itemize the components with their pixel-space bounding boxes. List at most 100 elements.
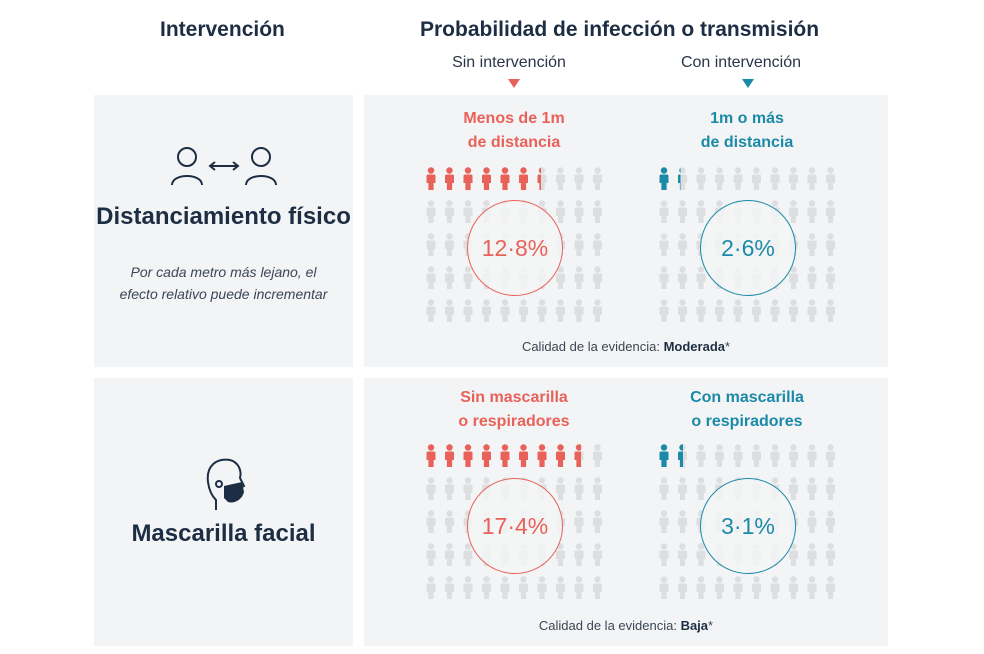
person-icon: [696, 299, 706, 322]
person-icon: [789, 266, 798, 289]
distancing-probability-panel: Menos de 1m de distancia 1m o más de dis…: [364, 95, 888, 367]
person-icon: [463, 167, 473, 190]
person-icon: [593, 477, 602, 500]
person-icon: [593, 200, 602, 223]
person-icon: [789, 477, 798, 500]
person-icon: [659, 576, 669, 599]
probability-value-with: 2·6%: [700, 200, 796, 296]
person-icon: [659, 477, 669, 500]
person-icon: [574, 543, 584, 566]
intervention-title-mask: Mascarilla facial: [131, 520, 316, 547]
person-icon: [678, 266, 687, 289]
evidence-quality-suffix: *: [708, 618, 714, 633]
person-icon: [678, 477, 687, 500]
person-icon: [574, 266, 584, 289]
person-icon: [445, 299, 454, 322]
evidence-quality: Calidad de la evidencia: Baja*: [364, 618, 888, 633]
person-icon: [715, 576, 724, 599]
person-icon: [574, 233, 584, 256]
person-icon: [556, 576, 565, 599]
with-arrow-icon: [742, 79, 754, 88]
person-icon: [519, 299, 528, 322]
person-icon: [789, 200, 798, 223]
person-icon: [426, 167, 436, 190]
person-icon: [556, 266, 565, 289]
person-icon: [556, 200, 565, 223]
label-line: o respiradores: [458, 413, 570, 430]
without-label-mask: Sin mascarilla o respiradores: [414, 386, 614, 434]
person-icon: [500, 167, 510, 190]
person-icon: [696, 167, 706, 190]
person-icon: [807, 299, 817, 322]
person-icon: [807, 266, 817, 289]
person-icon: [659, 233, 669, 256]
person-icon: [733, 444, 743, 467]
person-icon: [696, 576, 706, 599]
person-icon: [445, 477, 454, 500]
person-icon: [556, 167, 565, 190]
person-icon: [733, 167, 743, 190]
person-icon: [593, 510, 602, 533]
two-people-distance-icon: [171, 147, 277, 186]
person-icon: [445, 444, 454, 467]
person-icon: [463, 543, 473, 566]
person-icon: [789, 299, 798, 322]
person-icon: [678, 299, 687, 322]
person-icon: [426, 477, 436, 500]
person-icon: [426, 543, 436, 566]
person-icon: [593, 444, 602, 467]
person-icon: [445, 266, 454, 289]
person-icon: [696, 477, 706, 500]
person-icon: [733, 299, 743, 322]
person-icon: [426, 299, 436, 322]
person-icon: [574, 167, 584, 190]
with-label-distancing: 1m o más de distancia: [647, 107, 847, 155]
person-icon: [770, 167, 780, 190]
person-icon: [789, 444, 798, 467]
probability-value-without: 17·4%: [467, 478, 563, 574]
person-icon: [696, 543, 706, 566]
without-label-distancing: Menos de 1m de distancia: [414, 107, 614, 155]
person-icon: [482, 167, 491, 190]
person-icon: [826, 543, 835, 566]
person-icon: [807, 576, 817, 599]
person-icon: [556, 444, 565, 467]
person-icon: [696, 444, 706, 467]
person-icon: [445, 167, 454, 190]
person-icon: [807, 510, 817, 533]
person-icon: [770, 444, 780, 467]
person-icon: [826, 576, 835, 599]
person-icon: [593, 167, 602, 190]
person-icon: [752, 576, 761, 599]
person-icon: [426, 200, 436, 223]
person-icon: [678, 576, 687, 599]
label-line: o respiradores: [691, 413, 803, 430]
person-icon: [445, 200, 454, 223]
person-icon: [537, 167, 547, 190]
person-icon: [556, 299, 565, 322]
person-icon: [556, 477, 565, 500]
intervention-note: Por cada metro más lejano, el efecto rel…: [119, 264, 328, 302]
person-icon: [463, 200, 473, 223]
person-icon: [574, 477, 584, 500]
intervention-column-title: Intervención: [160, 18, 285, 41]
person-icon: [574, 299, 584, 322]
person-icon: [659, 167, 669, 190]
label-line: Con mascarilla: [690, 389, 804, 406]
person-icon: [445, 510, 454, 533]
probability-value-with: 3·1%: [700, 478, 796, 574]
person-icon: [593, 299, 602, 322]
person-icon: [574, 444, 584, 467]
person-icon: [678, 200, 687, 223]
person-icon: [482, 299, 491, 322]
person-icon: [678, 510, 687, 533]
person-icon: [789, 167, 798, 190]
person-icon: [678, 167, 687, 190]
person-icon: [752, 444, 761, 467]
person-icon: [715, 167, 724, 190]
person-icon: [770, 299, 780, 322]
person-icon: [537, 444, 547, 467]
person-icon: [659, 200, 669, 223]
person-icon: [519, 167, 528, 190]
label-line: Sin mascarilla: [460, 389, 568, 406]
